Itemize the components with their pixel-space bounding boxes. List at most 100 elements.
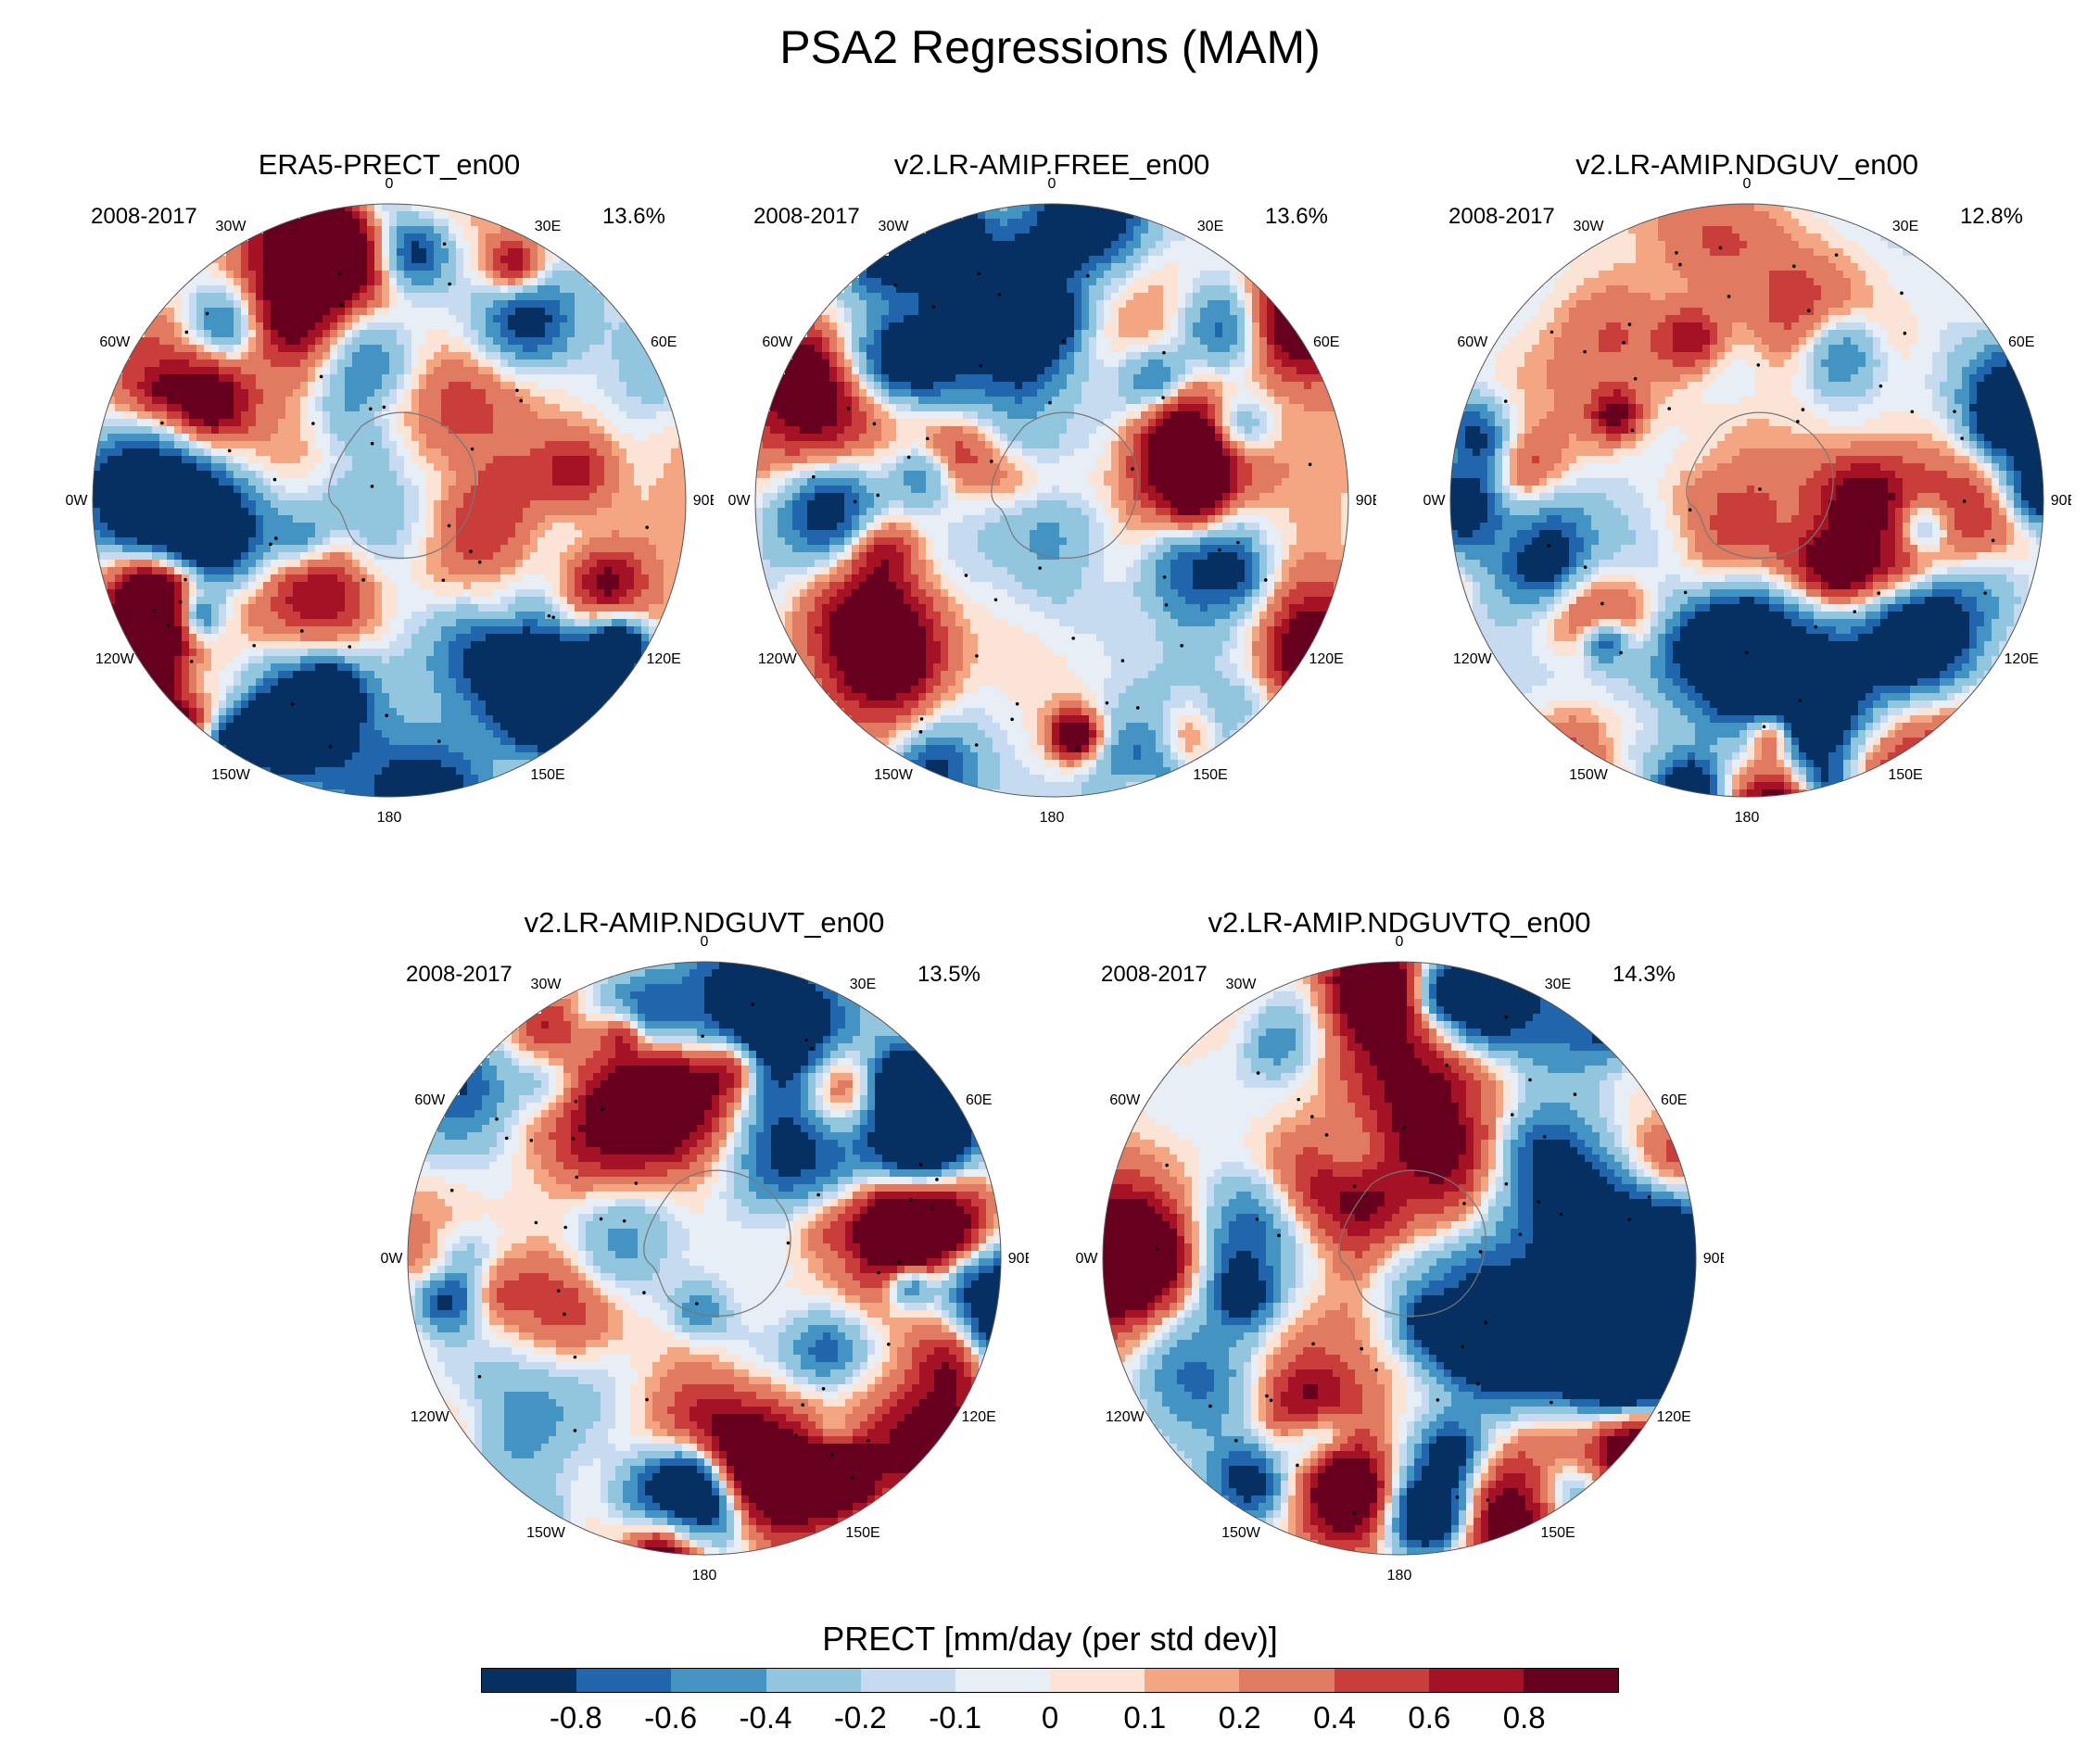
longitude-label: 30E xyxy=(1197,219,1223,234)
map-panel-ndguv: v2.LR-AMIP.NDGUV_en00 2008-2017 12.8% 0 3… xyxy=(1423,148,2071,890)
colorbar-tick-labels: -0.8 -0.6 -0.4 -0.2 -0.1 0 0.1 0.2 0.4 0.6 0.8 xyxy=(481,1700,1619,1737)
longitude-label: 180 xyxy=(1735,810,1760,826)
longitude-label: 0 xyxy=(386,176,394,192)
longitude-label: 180 xyxy=(1387,1568,1412,1584)
map-panel-free: v2.LR-AMIP.FREE_en00 2008-2017 13.6% 0 30… xyxy=(727,148,1376,890)
longitude-label: 30E xyxy=(1892,219,1918,234)
longitude-label: 120W xyxy=(95,651,135,667)
variance-label: 13.6% xyxy=(602,204,665,230)
period-label: 2008-2017 xyxy=(1101,962,1208,988)
colorbar-tick: 0 xyxy=(1042,1700,1058,1735)
longitude-label: 60W xyxy=(414,1092,446,1108)
colorbar-tick: 0.8 xyxy=(1503,1700,1546,1735)
colorbar-swatch xyxy=(1428,1669,1524,1692)
longitude-label: 30W xyxy=(531,977,563,992)
longitude-label: 60E xyxy=(966,1092,992,1108)
colorbar-swatch xyxy=(860,1669,955,1692)
colorbar-tick: 0.4 xyxy=(1313,1700,1356,1735)
longitude-label: 150W xyxy=(1569,767,1609,783)
longitude-label: 120W xyxy=(758,651,798,667)
longitude-label: 120E xyxy=(961,1409,995,1425)
panel-title: v2.LR-AMIP.NDGUVTQ_en00 xyxy=(1075,906,1724,940)
longitude-label: 90W xyxy=(727,493,751,509)
panel-title: ERA5-PRECT_en00 xyxy=(65,148,714,182)
longitude-label: 90E xyxy=(2051,493,2071,509)
longitude-label: 120W xyxy=(1106,1409,1145,1425)
longitude-label: 120E xyxy=(2004,651,2038,667)
longitude-label: 30E xyxy=(1545,977,1571,992)
polar-map: 0 30E 60E 90E 120E 150E 180 150W 120W 90W 60W 30W xyxy=(727,176,1376,826)
colorbar-tick: -0.2 xyxy=(834,1700,887,1735)
panel-title: v2.LR-AMIP.NDGUVT_en00 xyxy=(380,906,1029,940)
longitude-label: 60E xyxy=(651,334,677,350)
colorbar-swatch xyxy=(1523,1669,1619,1692)
panel-title: v2.LR-AMIP.FREE_en00 xyxy=(727,148,1376,182)
longitude-label: 120E xyxy=(1309,651,1343,667)
longitude-label: 30W xyxy=(879,219,910,234)
longitude-label: 60E xyxy=(2008,334,2034,350)
colorbar-swatch xyxy=(1050,1669,1145,1692)
longitude-label: 30W xyxy=(216,219,247,234)
longitude-label: 60W xyxy=(99,334,131,350)
colorbar-swatch xyxy=(482,1669,577,1692)
longitude-label: 60W xyxy=(1109,1092,1141,1108)
coastline xyxy=(1338,1169,1486,1317)
longitude-label: 60E xyxy=(1661,1092,1687,1108)
longitude-label: 30E xyxy=(850,977,876,992)
longitude-label: 180 xyxy=(1040,810,1065,826)
coastline xyxy=(1686,411,1834,559)
colorbar-swatch xyxy=(1239,1669,1335,1692)
longitude-label: 90W xyxy=(1423,493,1446,509)
colorbar-swatch xyxy=(671,1669,766,1692)
longitude-label: 30E xyxy=(535,219,561,234)
longitude-label: 90E xyxy=(1356,493,1376,509)
longitude-label: 90E xyxy=(693,493,714,509)
longitude-label: 0 xyxy=(1396,934,1404,950)
longitude-label: 150E xyxy=(530,767,564,783)
longitude-label: 150W xyxy=(526,1525,566,1541)
colorbar-tick: -0.6 xyxy=(644,1700,697,1735)
longitude-label: 0 xyxy=(1048,176,1056,192)
variance-label: 13.6% xyxy=(1265,204,1328,230)
coastline xyxy=(643,1169,791,1317)
polar-map: 0 30E 60E 90E 120E 150E 180 150W 120W 90W 60W 30W xyxy=(380,934,1029,1584)
polar-map: 0 30E 60E 90E 120E 150E 180 150W 120W 90W 60W 30W xyxy=(1075,934,1724,1584)
longitude-label: 150W xyxy=(211,767,251,783)
longitude-label: 180 xyxy=(692,1568,717,1584)
colorbar-tick: 0.6 xyxy=(1408,1700,1450,1735)
colorbar-tick: -0.1 xyxy=(929,1700,981,1735)
longitude-label: 150E xyxy=(845,1525,879,1541)
longitude-label: 120E xyxy=(1656,1409,1690,1425)
longitude-label: 150W xyxy=(1221,1525,1261,1541)
colorbar xyxy=(481,1668,1619,1693)
longitude-label: 180 xyxy=(377,810,402,826)
longitude-label: 90E xyxy=(1703,1251,1724,1267)
longitude-label: 90W xyxy=(65,493,88,509)
longitude-label: 150E xyxy=(1193,767,1227,783)
period-label: 2008-2017 xyxy=(1448,204,1555,230)
variance-label: 14.3% xyxy=(1613,962,1676,988)
colorbar-swatch xyxy=(765,1669,861,1692)
map-panel-ndguvt: v2.LR-AMIP.NDGUVT_en00 2008-2017 13.5% 0… xyxy=(380,906,1029,1647)
figure-title: PSA2 Regressions (MAM) xyxy=(0,20,2100,74)
colorbar-swatch xyxy=(576,1669,672,1692)
colorbar-swatch xyxy=(955,1669,1051,1692)
coastline xyxy=(328,411,476,559)
colorbar-tick: -0.8 xyxy=(550,1700,602,1735)
polar-map: 0 30E 60E 90E 120E 150E 180 150W 120W 90W 60W 30W xyxy=(1423,176,2071,826)
colorbar-swatch xyxy=(1334,1669,1429,1692)
colorbar-tick: -0.4 xyxy=(740,1700,792,1735)
longitude-label: 150W xyxy=(874,767,914,783)
longitude-label: 90W xyxy=(1075,1251,1098,1267)
variance-label: 13.5% xyxy=(917,962,980,988)
map-panel-era5: ERA5-PRECT_en00 2008-2017 13.6% 0 30E 60E 9… xyxy=(65,148,714,890)
colorbar-tick: 0.1 xyxy=(1123,1700,1166,1735)
longitude-label: 60W xyxy=(762,334,793,350)
coastline xyxy=(991,411,1139,559)
longitude-label: 90W xyxy=(380,1251,403,1267)
colorbar-title: PRECT [mm/day (per std dev)] xyxy=(0,1620,2100,1659)
variance-label: 12.8% xyxy=(1960,204,2023,230)
longitude-label: 60W xyxy=(1457,334,1488,350)
period-label: 2008-2017 xyxy=(91,204,197,230)
longitude-label: 30W xyxy=(1574,219,1605,234)
